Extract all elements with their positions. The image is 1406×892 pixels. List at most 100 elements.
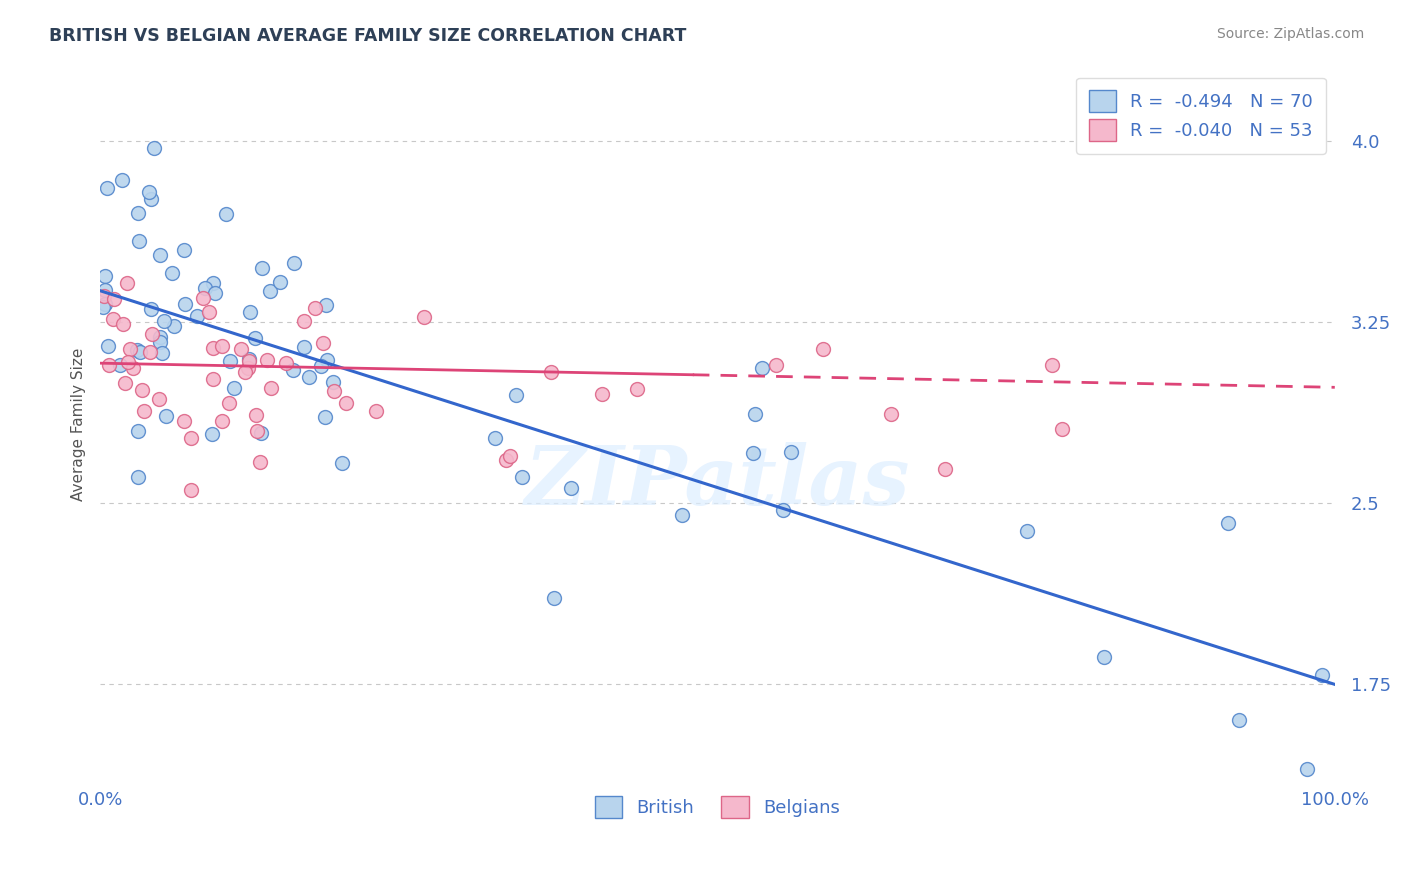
Point [163, 319, 186, 334]
Point [1017, 524, 1039, 538]
Point [139, 344, 162, 359]
Point [148, 392, 170, 406]
Point [128, 234, 150, 248]
Point [231, 342, 253, 356]
Point [364, 404, 387, 418]
Point [238, 352, 260, 367]
Point [111, 317, 134, 331]
Point [780, 445, 803, 459]
Point [283, 256, 305, 270]
Point [316, 352, 339, 367]
Point [323, 384, 346, 399]
Point [101, 311, 124, 326]
Point [122, 361, 145, 376]
Point [256, 353, 278, 368]
Point [127, 343, 149, 358]
Point [1310, 667, 1333, 681]
Point [160, 266, 183, 280]
Point [505, 388, 527, 402]
Point [260, 381, 283, 395]
Point [330, 456, 353, 470]
Point [250, 260, 273, 275]
Point [180, 431, 202, 445]
Point [98, 358, 121, 372]
Point [93, 268, 115, 283]
Point [150, 346, 173, 360]
Point [103, 292, 125, 306]
Point [117, 276, 139, 290]
Point [249, 426, 271, 441]
Point [294, 340, 316, 354]
Point [742, 446, 765, 460]
Point [1227, 713, 1250, 727]
Point [96, 181, 118, 195]
Point [495, 453, 517, 467]
Point [152, 314, 174, 328]
Point [335, 396, 357, 410]
Point [173, 414, 195, 428]
Point [934, 461, 956, 475]
Point [215, 207, 238, 221]
Point [238, 354, 260, 368]
Point [1050, 421, 1073, 435]
Point [201, 427, 224, 442]
Point [191, 291, 214, 305]
Point [1296, 762, 1319, 776]
Point [129, 344, 152, 359]
Point [312, 336, 335, 351]
Point [222, 381, 245, 395]
Text: ZIPatlas: ZIPatlas [524, 442, 910, 522]
Point [626, 382, 648, 396]
Point [245, 409, 267, 423]
Point [127, 206, 149, 220]
Point [249, 455, 271, 469]
Point [149, 330, 172, 344]
Point [591, 386, 613, 401]
Point [139, 301, 162, 316]
Text: BRITISH VS BELGIAN AVERAGE FAMILY SIZE CORRELATION CHART: BRITISH VS BELGIAN AVERAGE FAMILY SIZE C… [49, 27, 686, 45]
Point [127, 425, 149, 439]
Point [292, 314, 315, 328]
Point [811, 342, 834, 356]
Point [283, 363, 305, 377]
Point [765, 358, 787, 372]
Point [543, 591, 565, 605]
Point [510, 470, 533, 484]
Point [298, 370, 321, 384]
Point [111, 172, 134, 186]
Point [201, 372, 224, 386]
Point [1040, 359, 1063, 373]
Point [117, 355, 139, 369]
Point [194, 281, 217, 295]
Point [93, 300, 115, 314]
Text: Source: ZipAtlas.com: Source: ZipAtlas.com [1216, 27, 1364, 41]
Point [309, 359, 332, 373]
Point [201, 276, 224, 290]
Point [197, 305, 219, 319]
Point [211, 414, 233, 428]
Point [173, 297, 195, 311]
Point [173, 243, 195, 257]
Point [127, 470, 149, 484]
Point [484, 431, 506, 445]
Point [138, 185, 160, 199]
Point [149, 334, 172, 349]
Point [186, 309, 208, 323]
Point [540, 365, 562, 379]
Point [412, 310, 434, 324]
Point [93, 283, 115, 297]
Point [142, 141, 165, 155]
Point [744, 407, 766, 421]
Point [671, 508, 693, 523]
Point [304, 301, 326, 316]
Point [139, 192, 162, 206]
Point [218, 396, 240, 410]
Point [499, 449, 522, 463]
Point [751, 360, 773, 375]
Point [239, 305, 262, 319]
Point [245, 424, 267, 438]
Point [93, 289, 115, 303]
Point [132, 404, 155, 418]
Point [114, 376, 136, 391]
Point [202, 341, 225, 355]
